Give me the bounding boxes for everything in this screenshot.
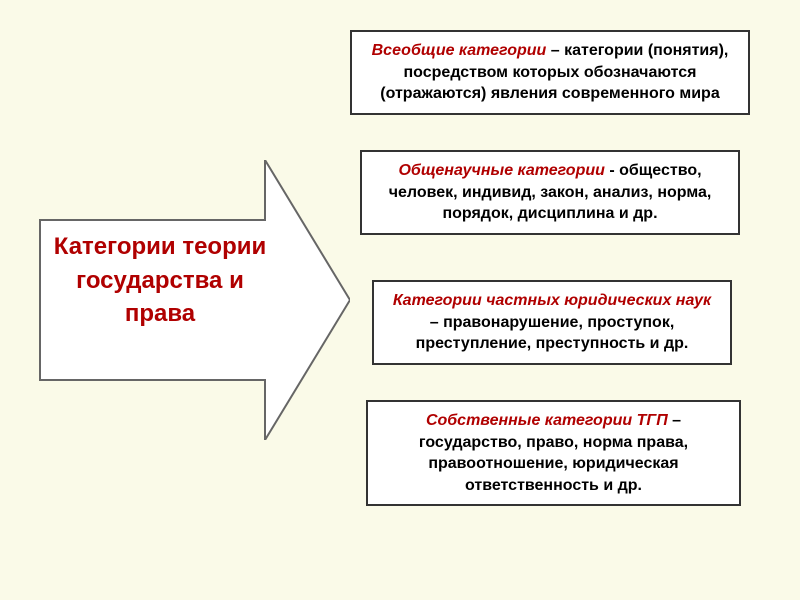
box-title: Всеобщие категории	[372, 42, 547, 59]
category-box-private-legal: Категории частных юридических наук – пра…	[372, 280, 732, 365]
category-box-universal: Всеобщие категории – категории (понятия)…	[350, 30, 750, 115]
box-title: Категории частных юридических наук	[393, 292, 711, 309]
category-box-general-scientific: Общенаучные категории - общество, челове…	[360, 150, 740, 235]
box-title: Общенаучные категории	[398, 162, 604, 179]
main-arrow: Категории теории государства и права	[10, 160, 350, 440]
box-text: – правонарушение, проступок, преступлени…	[416, 314, 689, 353]
box-title: Собственные категории ТГП	[426, 412, 668, 429]
arrow-label: Категории теории государства и права	[50, 230, 270, 331]
category-box-own-tgp: Собственные категории ТГП – государство,…	[366, 400, 741, 506]
